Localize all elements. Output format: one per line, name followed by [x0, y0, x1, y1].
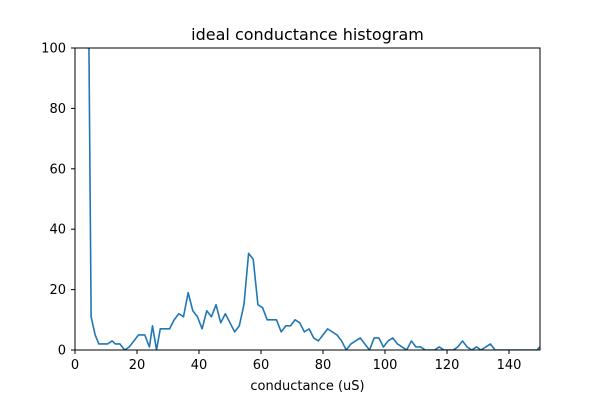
x-tick-label: 100: [373, 358, 398, 373]
y-axis: 0 20 40 60 80 100: [41, 42, 75, 359]
y-tick-label: 40: [49, 223, 66, 238]
chart-title: ideal conductance histogram: [191, 25, 424, 44]
y-tick-label: 100: [41, 42, 66, 57]
y-tick-label: 60: [49, 162, 66, 177]
y-tick-label: 20: [49, 283, 66, 298]
x-axis: 0 20 40 60 80 100 120 140: [71, 350, 522, 373]
x-tick-label: 80: [315, 358, 332, 373]
x-tick-label: 120: [435, 358, 460, 373]
x-tick-label: 60: [253, 358, 270, 373]
y-tick-label: 0: [58, 344, 66, 359]
x-tick-label: 140: [497, 358, 522, 373]
y-tick-label: 80: [49, 102, 66, 117]
plot-series-group: [87, 48, 540, 350]
x-tick-label: 0: [71, 358, 79, 373]
series-line-0: [87, 48, 540, 350]
x-tick-label: 20: [129, 358, 146, 373]
x-axis-label: conductance (uS): [250, 379, 364, 394]
plot-frame: [74, 47, 541, 351]
x-tick-label: 40: [191, 358, 208, 373]
